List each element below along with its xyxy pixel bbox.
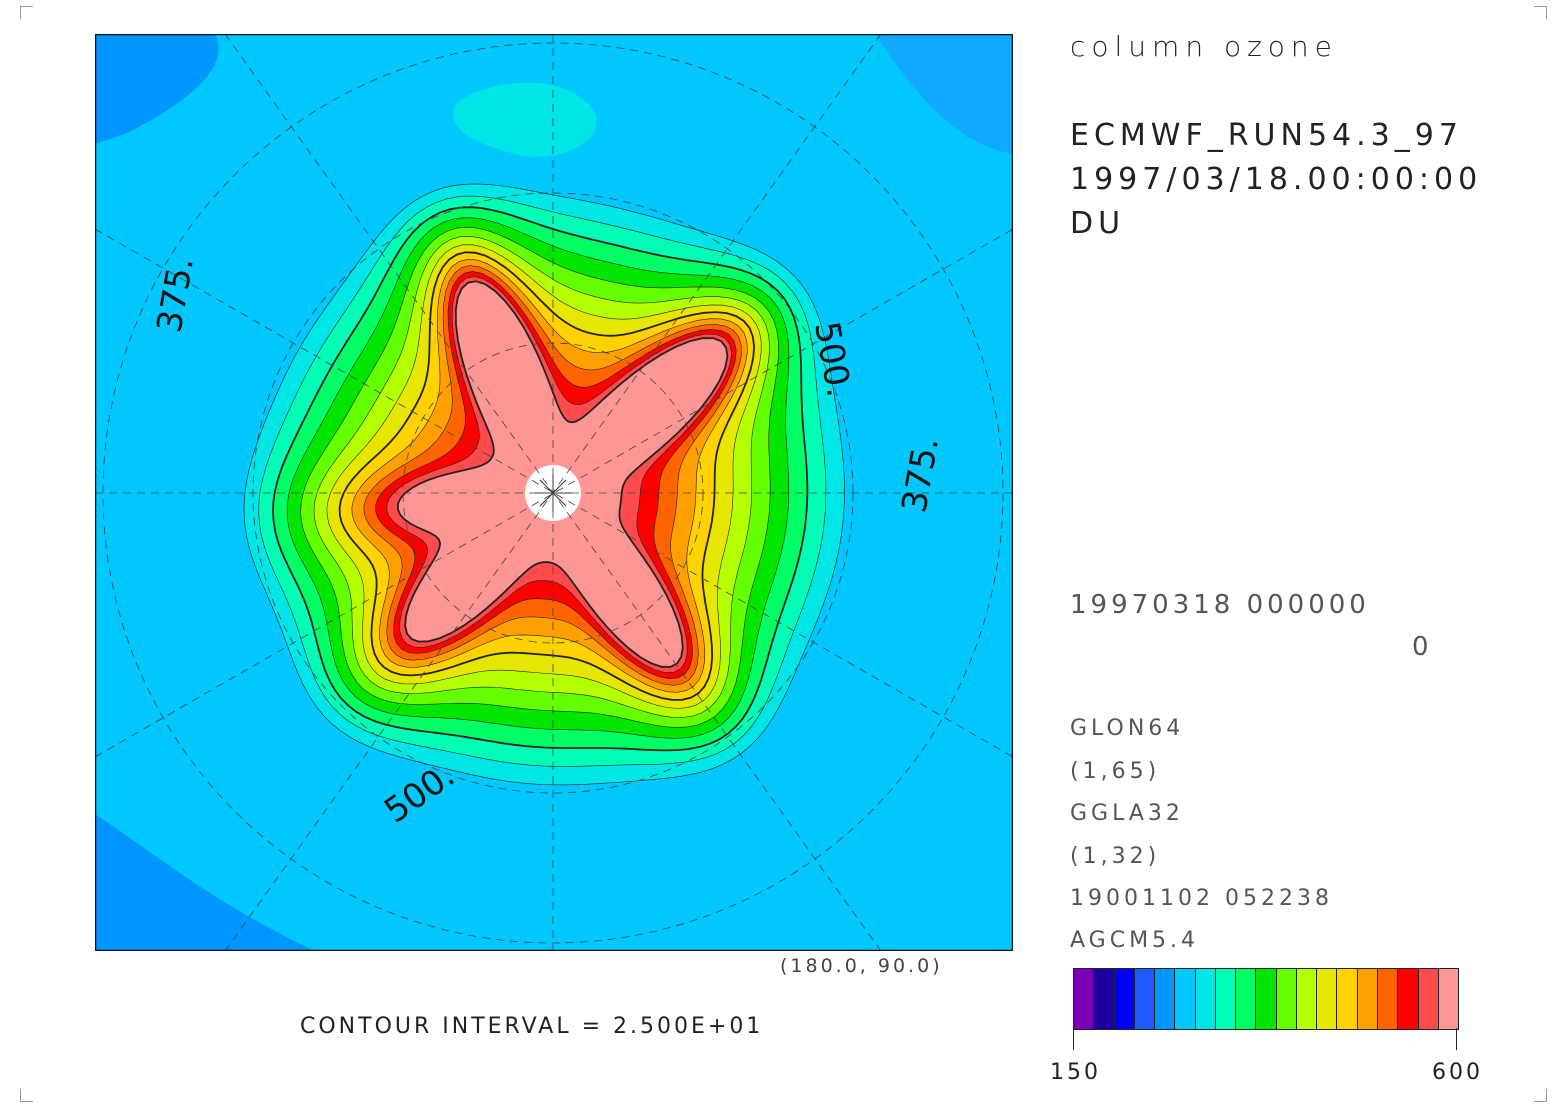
colorbar-swatch xyxy=(1195,969,1216,1029)
colorbar-swatch xyxy=(1357,969,1378,1029)
crop-mark-top-left xyxy=(20,6,33,19)
info-level: 0 xyxy=(1412,632,1433,662)
colorbar xyxy=(1073,968,1459,1030)
colorbar-tick-max xyxy=(1456,1028,1457,1050)
colorbar-swatch xyxy=(1134,969,1156,1029)
colorbar-swatch xyxy=(1256,969,1277,1029)
ozone-contour-plot: 375. 375. 500. 500. xyxy=(95,34,1013,951)
ozone-map: 375. 375. 500. 500. xyxy=(95,34,1013,951)
info-created: 19001102 052238 xyxy=(1070,886,1333,911)
contour-fills xyxy=(243,183,845,786)
variable-title: column ozone xyxy=(1070,30,1338,63)
low-region-sw xyxy=(95,814,315,951)
colorbar-swatch xyxy=(1236,969,1257,1029)
crop-mark-bottom-left xyxy=(20,1089,33,1102)
colorbar-tick-min xyxy=(1073,1028,1074,1050)
colorbar-swatch xyxy=(1398,969,1419,1029)
colorbar-swatch xyxy=(1418,969,1439,1029)
low-region-nw xyxy=(95,34,219,144)
info-lon-grid: GLON64 xyxy=(1070,716,1185,741)
graticule xyxy=(95,34,1013,951)
low-region-ne xyxy=(875,34,1013,154)
colorbar-swatch xyxy=(1377,969,1399,1029)
unit-label: DU xyxy=(1070,206,1126,241)
run-datetime: 1997/03/18.00:00:00 xyxy=(1070,162,1483,197)
info-lon-range: (1,65) xyxy=(1070,759,1161,784)
colorbar-swatch xyxy=(1175,969,1196,1029)
colorbar-swatch xyxy=(1337,969,1358,1029)
colorbar-min-label: 150 xyxy=(1050,1060,1101,1085)
info-lat-grid: GGLA32 xyxy=(1070,801,1184,826)
run-name: ECMWF_RUN54.3_97 xyxy=(1070,118,1463,153)
colorbar-swatch xyxy=(1317,969,1338,1029)
colorbar-swatch xyxy=(1155,969,1176,1029)
crop-mark-bottom-right xyxy=(1534,1089,1547,1102)
colorbar-swatch xyxy=(1215,969,1237,1029)
colorbar-swatch xyxy=(1438,969,1459,1029)
colorbar-swatch xyxy=(1276,969,1297,1029)
colorbar-max-label: 600 xyxy=(1432,1060,1483,1085)
info-date-time: 19970318 000000 xyxy=(1070,590,1370,620)
colorbar-swatch xyxy=(1296,969,1318,1029)
map-corner-coordinate: (180.0, 90.0) xyxy=(780,955,943,977)
info-model: AGCM5.4 xyxy=(1070,928,1200,953)
low-region-north xyxy=(453,82,597,157)
crop-mark-top-right xyxy=(1534,6,1547,19)
contour-interval-label: CONTOUR INTERVAL = 2.500E+01 xyxy=(300,1014,764,1039)
map-frame xyxy=(95,34,1013,951)
info-lat-range: (1,32) xyxy=(1070,844,1161,869)
colorbar-swatch xyxy=(1114,969,1135,1029)
colorbar-swatch xyxy=(1074,969,1095,1029)
colorbar-swatch xyxy=(1094,969,1115,1029)
